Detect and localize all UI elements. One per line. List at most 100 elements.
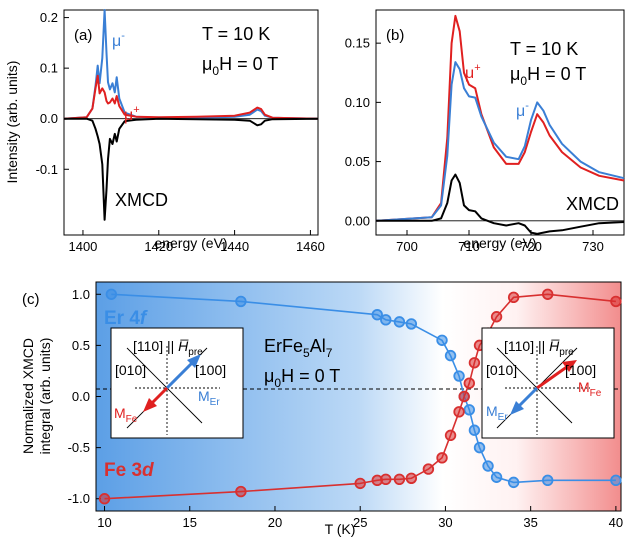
panel-b-xtick-label: 720 bbox=[520, 239, 542, 254]
panel-c-point-er-4f bbox=[380, 314, 392, 326]
panel-c-point-er-4f bbox=[482, 460, 494, 472]
panel-c-xtick-label: 15 bbox=[183, 515, 197, 530]
panel-c-point-fe-3d bbox=[436, 452, 448, 464]
panel-c-point-fe-3d bbox=[405, 472, 418, 484]
panel-c-ytick-label: 0.5 bbox=[72, 338, 90, 353]
panel-b-ytick-label: 0.10 bbox=[345, 95, 370, 110]
panel-b-ytick-label: 0.00 bbox=[345, 213, 370, 228]
panel-c-point-fe-3d bbox=[507, 291, 520, 304]
panel-c-xtick-label: 40 bbox=[609, 515, 623, 530]
panel-c-point-fe-3d bbox=[468, 357, 481, 369]
panel-a-series-line-xmcd bbox=[64, 117, 319, 221]
panel-c-xtick-label: 20 bbox=[268, 515, 282, 530]
inset-right-arrow-fe bbox=[536, 362, 572, 390]
panel-c-ytick-label: 0.0 bbox=[72, 389, 90, 404]
panel-c-ytick-label: -0.5 bbox=[68, 440, 90, 455]
panel-a-label-mu-minus: μ- bbox=[112, 30, 125, 50]
panel-c-point-er-4f bbox=[507, 476, 520, 489]
inset-left-axis-010 bbox=[126, 347, 203, 424]
inset-left-arrowhead-fe bbox=[143, 398, 157, 412]
inset-right-frame bbox=[481, 327, 615, 439]
panel-c-point-fe-3d bbox=[235, 485, 247, 498]
inset-left-label-100: [100] bbox=[195, 362, 226, 378]
panel-c-point-fe-3d bbox=[458, 390, 470, 403]
panel-c-point-fe-3d bbox=[463, 377, 475, 389]
panel-a-ytick-label: 0.1 bbox=[40, 61, 58, 76]
panel-c-point-er-4f bbox=[436, 334, 448, 346]
panel-a-label-xmcd: XMCD bbox=[115, 190, 168, 210]
panel-c-point-er-4f bbox=[473, 441, 486, 454]
panel-a-annotation-temperature: T = 10 K bbox=[202, 24, 270, 44]
inset-left-frame bbox=[110, 327, 244, 439]
panel-a-frame bbox=[63, 9, 319, 236]
panel-b-label-mu-minus: μ- bbox=[516, 100, 529, 120]
panel-c-point-er-4f bbox=[463, 404, 475, 416]
panel-c-xtick-label: 10 bbox=[97, 515, 111, 530]
panel-c-point-er-4f bbox=[105, 288, 118, 300]
panel-c-point-er-4f bbox=[405, 318, 418, 330]
panel-c-point-er-4f bbox=[235, 295, 247, 308]
panel-c-ylabel-line1: Normalized XMCD bbox=[20, 338, 36, 454]
panel-c-point-er-4f bbox=[393, 316, 406, 328]
inset-right-axis-010 bbox=[496, 347, 573, 424]
panel-c-series-label-er: Er 4f bbox=[104, 308, 148, 329]
panel-c-series-label-fe: Fe 3d bbox=[104, 460, 154, 481]
panel-c-point-fe-3d bbox=[380, 473, 392, 486]
panel-a: 1400 1420 1440 1460 -0.1 0.0 0.1 0.2 (a) T = 10… bbox=[4, 9, 325, 254]
panel-c-point-fe-3d bbox=[98, 493, 111, 505]
panel-a-label-mu-plus: μ+ bbox=[124, 104, 140, 124]
panel-a-ytick-label: 0.2 bbox=[40, 10, 58, 25]
panel-a-xlabel: energy (eV) bbox=[154, 235, 227, 251]
panel-a-xtick-label: 1420 bbox=[144, 239, 173, 254]
panel-c-point-fe-3d bbox=[444, 429, 457, 442]
panel-a-ytick-label: 0.0 bbox=[40, 111, 58, 126]
panel-c-point-fe-3d bbox=[610, 295, 622, 308]
panel-c-label: (c) bbox=[22, 291, 40, 308]
panel-c-point-fe-3d bbox=[354, 477, 366, 490]
panel-b-series-line-0 bbox=[375, 14, 625, 222]
panel-c-point-er-4f bbox=[610, 474, 622, 487]
panel-c-point-er-4f bbox=[444, 349, 457, 362]
panel-c-point-er-4f bbox=[490, 471, 503, 483]
panel-a-series-line-0 bbox=[63, 9, 319, 120]
panel-c-point-fe-3d bbox=[490, 311, 503, 323]
inset-right-label-010: [010] bbox=[486, 362, 517, 378]
panel-b-annotation-field: μ0H = 0 T bbox=[510, 64, 586, 88]
panel-a-xtick-label: 1400 bbox=[68, 239, 97, 254]
panel-b-xtick-label: 700 bbox=[396, 239, 418, 254]
inset-left: [110] || H̅pre [010] [100] MEr MFe bbox=[110, 327, 244, 439]
panel-c-ylabel-line2: integral (arb. units) bbox=[37, 338, 53, 455]
panel-a-label: (a) bbox=[74, 27, 92, 44]
panel-c-xtick-label: 30 bbox=[438, 515, 452, 530]
panel-a-ytick-label: -0.1 bbox=[36, 162, 58, 177]
panel-b-ytick-label: 0.15 bbox=[345, 36, 370, 51]
panel-a-xtick-label: 1440 bbox=[220, 239, 249, 254]
panel-c-point-er-4f bbox=[542, 474, 554, 487]
panel-c-ytick-label: 1.0 bbox=[72, 287, 90, 302]
panel-c-point-fe-3d bbox=[422, 463, 435, 475]
panel-b-label-xmcd: XMCD bbox=[566, 194, 619, 214]
panel-c-point-er-4f bbox=[371, 309, 383, 321]
inset-left-arrowhead-er bbox=[187, 354, 201, 368]
inset-right-arrowhead-er bbox=[510, 401, 524, 415]
inset-left-label-010: [010] bbox=[115, 362, 146, 378]
panel-b-ytick-label: 0.05 bbox=[345, 154, 370, 169]
panel-a-annotation-field: μ0H = 0 T bbox=[202, 54, 278, 78]
inset-right: [110] || H̅pre [010] [100] MFe MEr bbox=[481, 327, 615, 439]
panel-c-xtick-label: 25 bbox=[353, 515, 367, 530]
panel-a-ylabel: Intensity (arb. units) bbox=[4, 61, 20, 184]
inset-right-label-110: [110] || H̅pre bbox=[504, 338, 574, 358]
panel-c-point-fe-3d bbox=[393, 473, 406, 486]
panel-c-xlabel: T (K) bbox=[325, 521, 356, 537]
panel-b-xlabel: energy (eV) bbox=[463, 235, 536, 251]
panel-c-xtick-label: 35 bbox=[523, 515, 537, 530]
panel-b-frame bbox=[375, 9, 625, 236]
panel-c-point-fe-3d bbox=[453, 406, 465, 418]
panel-c-point-fe-3d bbox=[542, 288, 554, 300]
panel-c-point-er-4f bbox=[453, 370, 465, 382]
panel-a-series-line-1 bbox=[63, 74, 319, 120]
panel-c-point-er-4f bbox=[468, 424, 481, 436]
panel-a-xtick-label: 1460 bbox=[296, 239, 325, 254]
panel-b-series-line-xmcd bbox=[376, 173, 625, 235]
